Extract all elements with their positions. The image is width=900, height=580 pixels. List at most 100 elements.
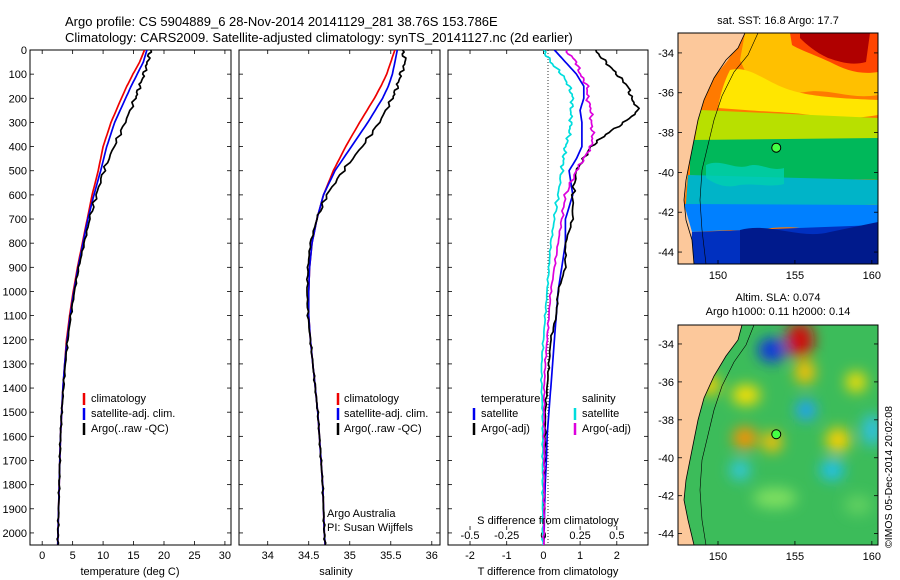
x-tick-label: 0 (540, 550, 546, 562)
lat-tick-label: -44 (658, 529, 674, 541)
depth-tick-label: 0 (21, 45, 27, 57)
depth-tick-label: 200 (9, 93, 27, 105)
salinity-panel-frame (238, 49, 441, 546)
salinity-lines (305, 50, 407, 545)
depth-tick-label: 900 (9, 262, 27, 274)
top-x-tick-label: 0.5 (609, 530, 624, 542)
sst-map: sat. SST: 16.8 Argo: 17.7 -34 -36 -38 -40 -4… (658, 15, 881, 282)
credit: ©IMOS 05-Dec-2014 20:02:08 (883, 406, 895, 548)
sla-float-marker (771, 429, 782, 440)
top-x-tick-label: -0.25 (494, 530, 519, 542)
x-tick-label: 20 (158, 550, 170, 562)
top-x-tick-label: -0.5 (461, 530, 480, 542)
depth-tick-label: 1500 (3, 407, 27, 419)
temperature-panel: 0 5 10 15 20 25 30 temperature (deg C) climato… (29, 49, 232, 578)
x-tick-label: 10 (97, 550, 109, 562)
depth-tick-label: 1200 (3, 335, 27, 347)
x-tick-label: 35 (344, 550, 356, 562)
sst-float-marker (771, 142, 782, 153)
difference-xlabel: T difference from climatology (478, 566, 619, 578)
salinity-legend: climatology satellite-adj. clim. Argo(..… (336, 393, 428, 435)
temperature-panel-frame (29, 49, 232, 546)
depth-tick-label: 1100 (3, 311, 27, 323)
lon-tick-label: 150 (709, 551, 727, 563)
lat-tick-label: -44 (658, 247, 674, 259)
x-tick-label: 34.5 (298, 550, 319, 562)
depth-axis-labels: 0 100 200 300 400 500 600 700 800 900 1000 1100 1200… (3, 45, 27, 540)
depth-tick-label: 100 (9, 69, 27, 81)
series-line-argo-raw-qc- (56, 50, 153, 545)
title-line1: Argo profile: CS 5904889_6 28-Nov-2014 2… (65, 14, 498, 29)
x-tick-label: 25 (188, 550, 200, 562)
sla-map: Altim. SLA: 0.074 Argo h1000: 0.11 h2000… (658, 292, 881, 563)
lat-tick-label: -40 (658, 453, 674, 465)
lat-tick-label: -34 (658, 48, 674, 60)
lat-tick-label: -34 (658, 339, 674, 351)
lon-tick-label: 160 (863, 270, 881, 282)
sst-map-field (678, 33, 878, 264)
x-tick-label: -1 (502, 550, 512, 562)
sla-map-title1: Altim. SLA: 0.074 (736, 292, 821, 304)
lat-tick-label: -36 (658, 88, 674, 100)
note-argo-australia: Argo Australia (327, 508, 396, 520)
temperature-lines (56, 50, 153, 545)
depth-tick-label: 1000 (3, 286, 27, 298)
title-line2: Climatology: CARS2009. Satellite-adjuste… (65, 30, 573, 45)
x-tick-label: 1 (577, 550, 583, 562)
salinity-panel: 34 34.5 35 35.5 36 salinity climatology sate… (238, 49, 441, 578)
series-line-salinity-satellite (539, 50, 575, 545)
x-tick-label: 15 (127, 550, 139, 562)
note-pi: PI: Susan Wijffels (327, 522, 413, 534)
sla-map-title2: Argo h1000: 0.11 h2000: 0.14 (706, 306, 851, 318)
x-tick-label: 0 (39, 550, 45, 562)
legend-argo: Argo(..raw -QC) (344, 423, 422, 435)
lat-tick-label: -36 (658, 377, 674, 389)
legend-climatology: climatology (344, 393, 400, 405)
sst-map-ticks: -34 -36 -38 -40 -42 -44 150 155 160 (658, 48, 881, 282)
legend-t-argo: Argo(-adj) (481, 423, 530, 435)
depth-tick-label: 1600 (3, 431, 27, 443)
sla-map-ticks: -34 -36 -38 -40 -42 -44 150 155 160 (658, 339, 881, 563)
x-tick-label: 5 (70, 550, 76, 562)
salinity-xlabel: salinity (319, 566, 353, 578)
difference-top-xlabel: S difference from climatology (477, 515, 619, 527)
top-x-tick-label: 0.25 (569, 530, 590, 542)
lon-tick-label: 155 (786, 551, 804, 563)
sst-map-title: sat. SST: 16.8 Argo: 17.7 (717, 15, 839, 27)
depth-tick-label: 600 (9, 190, 27, 202)
depth-tick-label: 1400 (3, 383, 27, 395)
legend-temperature-heading: temperature (481, 393, 540, 405)
legend-satellite: satellite-adj. clim. (344, 408, 428, 420)
depth-tick-label: 1800 (3, 480, 27, 492)
x-tick-label: 36 (426, 550, 438, 562)
lat-tick-label: -38 (658, 415, 674, 427)
depth-tick-label: 700 (9, 214, 27, 226)
x-tick-label: 2 (614, 550, 620, 562)
legend-t-satellite: satellite (481, 408, 518, 420)
legend-salinity-heading: salinity (582, 393, 616, 405)
temperature-ticks: 0 5 10 15 20 25 30 (30, 49, 231, 562)
x-tick-label: 34 (262, 550, 274, 562)
series-line-climatology (56, 50, 146, 545)
depth-tick-label: 800 (9, 238, 27, 250)
lat-tick-label: -38 (658, 128, 674, 140)
lat-tick-label: -42 (658, 491, 674, 503)
lon-tick-label: 160 (863, 551, 881, 563)
legend-argo: Argo(..raw -QC) (91, 423, 169, 435)
series-line-argo-raw-qc- (305, 50, 407, 545)
difference-lines (539, 50, 640, 545)
x-tick-label: 35.5 (380, 550, 401, 562)
difference-panel: -2 -1 0 1 2-0.5 -0.25 0 0.25 0.5 S difference fr… (447, 49, 649, 578)
x-tick-label: -2 (465, 550, 475, 562)
legend-s-argo: Argo(-adj) (582, 423, 631, 435)
depth-tick-label: 1700 (3, 455, 27, 467)
temperature-legend: climatology satellite-adj. clim. Argo(..… (82, 393, 175, 435)
difference-legend: temperature satellite Argo(-adj) salinit… (472, 393, 631, 435)
depth-tick-label: 1300 (3, 359, 27, 371)
x-tick-label: 30 (219, 550, 231, 562)
legend-s-satellite: satellite (582, 408, 619, 420)
sst-map-frame (677, 32, 879, 265)
series-line-salinity-argo-adj- (542, 50, 596, 545)
sla-map-frame (677, 324, 879, 546)
depth-tick-label: 300 (9, 117, 27, 129)
